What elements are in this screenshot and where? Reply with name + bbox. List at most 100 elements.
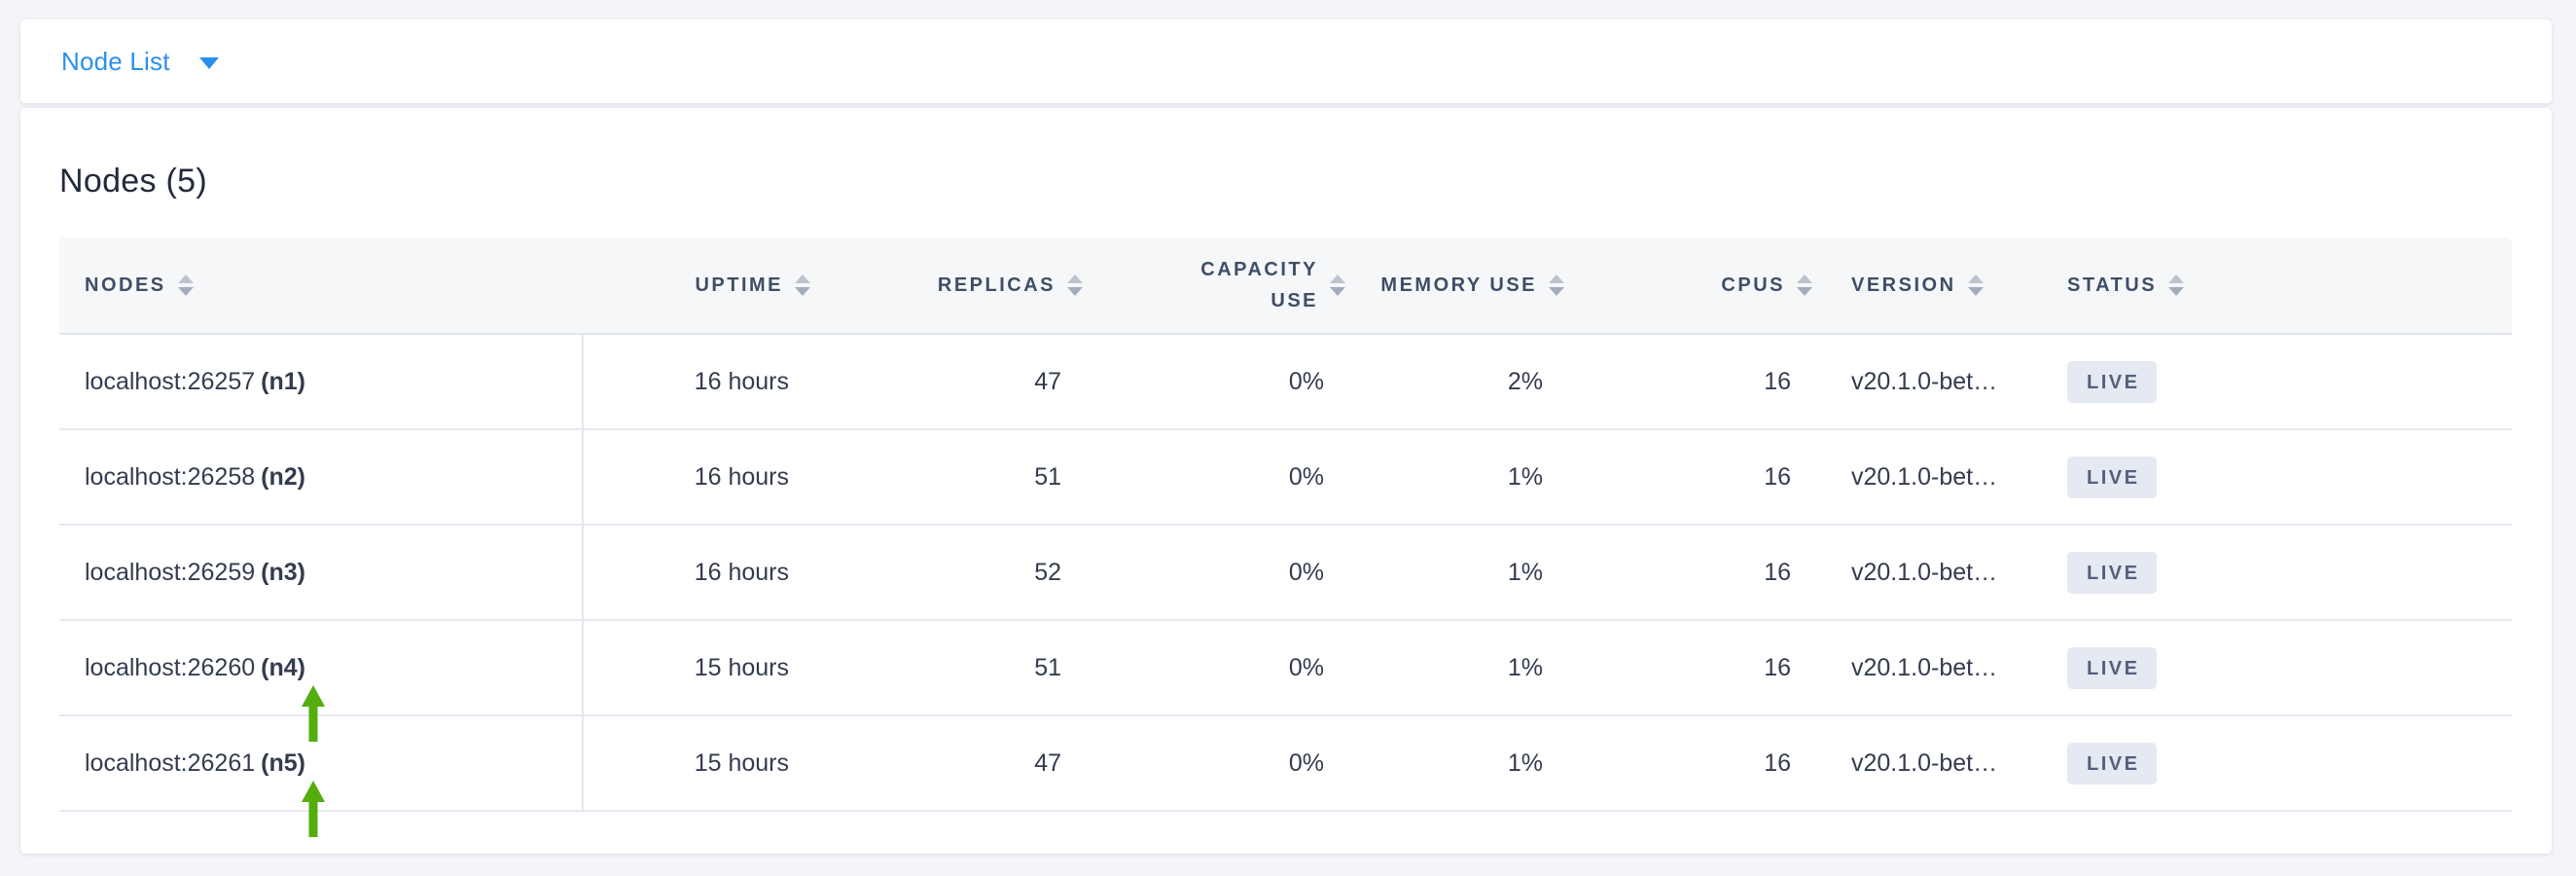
sort-down-icon [1797,287,1812,296]
column-header-nodes[interactable]: NODES [59,274,580,297]
sort-carets-icon [795,274,810,296]
page-title: Nodes (5) [59,163,207,200]
node-name-cell[interactable]: localhost:26258 (n2) [59,462,580,492]
sort-carets-icon [177,274,194,296]
replicas-cell: 47 [1034,368,1061,395]
replicas-cell: 51 [1034,654,1061,681]
capacity-use-cell: 0% [1288,654,1324,681]
replicas-cell: 51 [1034,463,1061,491]
column-header-label: STATUS [2067,274,2158,296]
column-header-capacity_use[interactable]: CAPACITY USE [1094,254,1357,316]
nodes-panel: Nodes (5) NODES UPTIME REPLICAS CAPACITY US… [20,108,2552,854]
status-cell: LIVE [2048,551,2512,594]
node-name-cell[interactable]: localhost:26261 (n5) [59,748,580,778]
cpus-cell: 16 [1764,559,1791,586]
capacity-use-cell: 0% [1288,463,1324,491]
uptime-cell: 16 hours [694,368,789,395]
replicas-cell: 52 [1034,559,1061,586]
view-dropdown[interactable]: Node List [61,47,219,77]
uptime-cell: 16 hours [694,463,789,491]
sort-up-icon [1549,274,1564,283]
status-badge: LIVE [2067,646,2158,689]
node-id: (n5) [261,749,305,777]
sort-down-icon [1967,287,1984,296]
version-cell: v20.1.0-bet… [1851,368,1998,395]
version-cell: v20.1.0-bet… [1851,463,1998,491]
status-badge: LIVE [2067,742,2158,785]
column-header-label: VERSION [1851,274,1956,296]
memory-use-cell: 1% [1507,654,1543,681]
cpus-cell: 16 [1764,368,1791,395]
node-name-cell[interactable]: localhost:26259 (n3) [59,558,580,587]
sort-up-icon [1330,274,1345,283]
sort-down-icon [177,287,194,296]
table-row: localhost:26260 (n4) 15 hours 51 0% 1% 16 v20.1… [59,621,2512,742]
sort-carets-icon [1549,274,1564,296]
column-header-label: NODES [85,274,166,296]
sort-down-icon [1330,287,1345,296]
sort-down-icon [1549,287,1564,296]
column-header-status[interactable]: STATUS [2048,274,2512,297]
capacity-use-cell: 0% [1288,749,1324,777]
sort-up-icon [1067,274,1083,283]
node-address: localhost:26258 [85,463,256,491]
green-up-arrow-annotation [302,781,325,837]
view-dropdown-label: Node List [61,46,170,76]
sort-up-icon [795,274,810,283]
node-address: localhost:26260 [85,654,256,681]
column-header-uptime[interactable]: UPTIME [580,274,822,297]
table-row: localhost:26257 (n1) 16 hours 47 0% 2% 16 v20.1… [59,335,2512,430]
column-header-label: CAPACITY USE [1200,259,1318,311]
node-id: (n1) [261,368,305,395]
status-badge: LIVE [2067,360,2158,403]
sort-down-icon [795,287,810,296]
sort-carets-icon [1067,274,1083,296]
cpus-cell: 16 [1764,463,1791,491]
view-selector-bar: Node List [20,19,2552,103]
sort-up-icon [2168,274,2185,283]
table-body: localhost:26257 (n1) 16 hours 47 0% 2% 16 v20.1… [59,335,2512,837]
node-address: localhost:26261 [85,749,256,777]
version-cell: v20.1.0-bet… [1851,654,1998,681]
column-header-memory_use[interactable]: MEMORY USE [1357,274,1576,297]
node-name-cell[interactable]: localhost:26260 (n4) [59,653,580,682]
table-row: localhost:26259 (n3) 16 hours 52 0% 1% 16 v20.1… [59,526,2512,621]
node-id: (n4) [261,654,305,681]
sort-carets-icon [1330,274,1345,296]
uptime-cell: 15 hours [694,749,789,777]
node-address: localhost:26257 [85,368,256,395]
sort-carets-icon [2168,274,2185,296]
memory-use-cell: 1% [1507,749,1543,777]
column-header-replicas[interactable]: REPLICAS [822,274,1094,297]
status-badge: LIVE [2067,456,2158,498]
memory-use-cell: 2% [1507,368,1543,395]
nodes-table: NODES UPTIME REPLICAS CAPACITY USE MEMORY US… [59,237,2512,837]
cpus-cell: 16 [1764,749,1791,777]
status-cell: LIVE [2048,646,2512,689]
sort-carets-icon [1967,274,1984,296]
node-name-cell[interactable]: localhost:26257 (n1) [59,367,580,396]
uptime-cell: 15 hours [694,654,789,681]
status-cell: LIVE [2048,360,2512,403]
column-header-version[interactable]: VERSION [1824,274,2048,297]
node-id: (n2) [261,463,305,491]
table-header-row: NODES UPTIME REPLICAS CAPACITY USE MEMORY US… [59,237,2512,335]
uptime-cell: 16 hours [694,559,789,586]
sort-down-icon [1067,287,1083,296]
node-address: localhost:26259 [85,559,256,586]
memory-use-cell: 1% [1507,559,1543,586]
sort-up-icon [1967,274,1984,283]
version-cell: v20.1.0-bet… [1851,749,1998,777]
status-cell: LIVE [2048,456,2512,498]
chevron-down-icon [198,57,219,69]
sort-down-icon [2168,287,2185,296]
capacity-use-cell: 0% [1288,368,1324,395]
sort-up-icon [177,274,194,283]
sort-up-icon [1797,274,1812,283]
column-header-cpus[interactable]: CPUS [1576,274,1824,297]
capacity-use-cell: 0% [1288,559,1324,586]
cpus-cell: 16 [1764,654,1791,681]
status-cell: LIVE [2048,742,2512,785]
column-header-label: MEMORY USE [1380,274,1537,296]
